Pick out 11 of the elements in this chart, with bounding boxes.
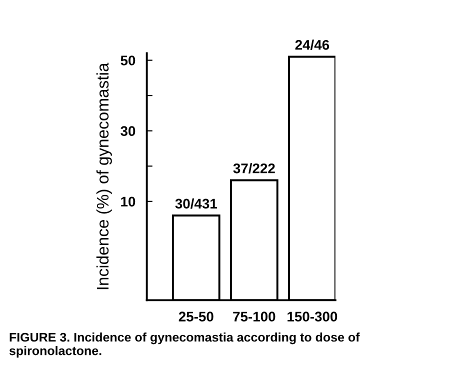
y-axis-title: Incidence (%) of gynecomastia: [96, 62, 112, 290]
y-tick-label: 30: [120, 126, 136, 136]
data-label: 24/46: [295, 40, 330, 50]
x-tick-label: 75-100: [233, 312, 276, 322]
y-tick-label: 50: [120, 56, 136, 66]
y-tick-label: 10: [121, 196, 136, 207]
x-tick-label: 150-300: [288, 312, 338, 322]
x-tick-label: 25-50: [178, 312, 214, 322]
data-label: 37/222: [233, 163, 275, 174]
caption: FIGURE 3. Incidence of gynecomastia according to dose of spironolactone.: [9, 332, 360, 358]
data-label: 30/431: [175, 198, 217, 209]
